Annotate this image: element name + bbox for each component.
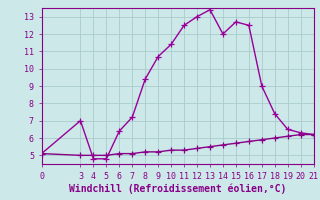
X-axis label: Windchill (Refroidissement éolien,°C): Windchill (Refroidissement éolien,°C): [69, 183, 286, 194]
